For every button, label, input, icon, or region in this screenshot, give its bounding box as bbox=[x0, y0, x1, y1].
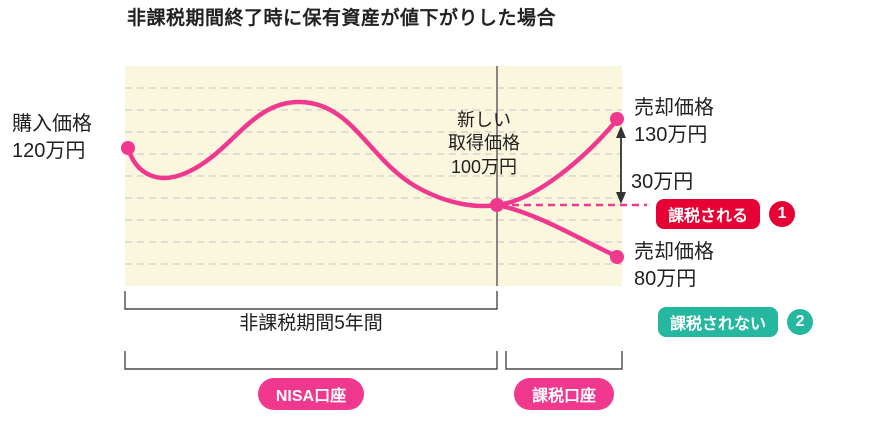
taxable-account-bracket bbox=[505, 351, 623, 370]
step-number-1: 1 bbox=[769, 201, 796, 227]
sale-high-point bbox=[610, 112, 624, 126]
purchase-price-name: 購入価格 bbox=[12, 113, 92, 135]
taxable-account-wrap: 課税口座 bbox=[506, 378, 622, 410]
new-acquisition-value: 100万円 bbox=[450, 156, 518, 177]
new-acquisition-line2: 取得価格 bbox=[448, 133, 520, 154]
new-acquisition-label: 新しい 取得価格 100万円 bbox=[420, 109, 548, 179]
sale-high-name: 売却価格 bbox=[634, 97, 714, 119]
step-number-2: 2 bbox=[787, 309, 814, 335]
not-taxed-annotation: 課税されない 2 bbox=[658, 307, 814, 337]
new-acquisition-point bbox=[490, 198, 504, 212]
page-title: 非課税期間終了時に保有資産が値下がりした場合 bbox=[127, 8, 557, 29]
purchase-price-label: 購入価格 120万円 bbox=[12, 111, 92, 165]
difference-arrow bbox=[616, 126, 626, 204]
tax-free-period-label: 非課税期間5年間 bbox=[239, 313, 383, 334]
sale-low-point bbox=[610, 250, 624, 264]
taxable-account-badge: 課税口座 bbox=[513, 378, 614, 410]
sale-low-label: 売却価格 80万円 bbox=[634, 239, 714, 293]
taxed-annotation: 課税される 1 bbox=[656, 199, 796, 229]
difference-label: 30万円 bbox=[631, 171, 694, 193]
price-curve bbox=[125, 99, 500, 209]
sale-low-name: 売却価格 bbox=[634, 241, 714, 263]
nisa-account-bracket bbox=[124, 351, 498, 370]
nisa-account-badge: NISA口座 bbox=[257, 378, 365, 410]
not-taxed-badge: 課税されない bbox=[658, 307, 779, 337]
period-bracket bbox=[124, 291, 498, 310]
sale-high-value: 130万円 bbox=[634, 124, 708, 146]
purchase-point bbox=[121, 141, 135, 155]
sale-low-value: 80万円 bbox=[634, 268, 697, 290]
purchase-price-value: 120万円 bbox=[12, 140, 86, 162]
taxed-badge: 課税される bbox=[656, 199, 761, 229]
sale-high-branch bbox=[494, 118, 619, 208]
sale-high-label: 売却価格 130万円 bbox=[634, 95, 714, 149]
sale-low-branch bbox=[494, 202, 619, 259]
new-acquisition-line1: 新しい bbox=[457, 110, 511, 130]
nisa-account-wrap: NISA口座 bbox=[125, 378, 497, 410]
